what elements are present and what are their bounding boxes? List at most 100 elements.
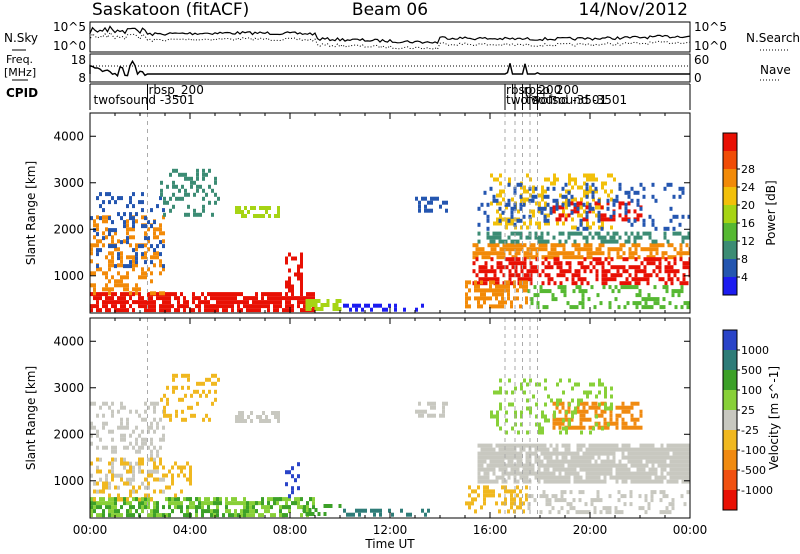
panel1-echo-cell [624,455,628,460]
panel0-echo-cell [120,279,123,284]
panel1-echo-cell [150,457,153,462]
panel1-echo-cell [513,467,517,472]
panel0-echo-cell [526,225,529,230]
panel0-echo-cell [568,255,572,260]
panel1-echo-cell [544,378,547,383]
panel0-echo-cell [279,300,282,305]
panel0-echo-cell [569,305,573,310]
panel0-echo-cell [593,305,597,310]
panel1-echo-cell [501,467,505,472]
panel1-echo-cell [552,471,556,476]
panel0-echo-cell [147,267,150,272]
panel1-echo-cell [561,463,565,468]
panel0-echo-cell [565,269,569,274]
panel0-echo-cell [147,220,150,225]
panel0-echo-cell [597,198,601,203]
panel1-echo-cell [597,413,601,418]
panel1-echo-cell [606,455,610,460]
panel0-echo-cell [513,190,517,195]
date-title: 14/Nov/2012 [578,0,688,20]
panel1-echo-cell [165,497,168,502]
panel0-echo-cell [294,256,297,261]
panel0-echo-cell [205,192,208,197]
panel0-echo-cell [474,296,477,301]
panel1-echo-cell [468,493,471,498]
panel0-echo-cell [639,182,643,187]
panel1-echo-cell [615,447,619,452]
panel1-echo-cell [654,459,658,464]
panel0-echo-cell [546,194,550,199]
panel1-echo-cell [303,505,306,510]
panel1-echo-cell [638,506,642,511]
panel0-echo-cell [514,243,518,248]
panel0-echo-cell [508,257,512,262]
panel0-echo-cell [598,205,601,210]
panel1-echo-cell [138,445,141,450]
panel0-echo-cell [530,297,534,302]
colorbar1-tick-1: 500 [741,364,762,377]
panel0-echo-cell [601,185,604,190]
panel1-echo-cell [153,405,156,410]
panel1-echo-cell [554,498,558,503]
panel0-echo-cell [677,289,681,294]
panel1-echo-cell [114,457,117,462]
panel1-echo-cell [120,473,123,478]
panel1-echo-cell [577,382,580,387]
panel0-echo-cell [643,273,647,278]
panel0-echo-cell [658,257,662,262]
panel0-echo-cell [567,235,571,240]
panel0-echo-cell [559,269,563,274]
panel1-echo-cell [300,505,303,510]
panel0-echo-cell [607,247,611,252]
panel0-echo-cell [552,186,556,191]
panel0-echo-cell [346,303,349,308]
panel1-echo-cell [573,425,577,430]
panel0-echo-cell [532,209,535,214]
panel1-echo-cell [687,471,690,476]
panel0-echo-cell [577,185,580,190]
panel0-echo-cell [267,300,270,305]
panel0-echo-cell [276,308,279,313]
panel1-echo-cell [132,513,135,518]
panel1-echo-cell [150,421,153,426]
panel0-echo-cell [300,260,303,265]
panel1-echo-cell [171,465,174,470]
panel1-echo-cell [636,459,640,464]
panel1-echo-cell [586,394,589,399]
panel0-echo-cell [499,201,502,206]
panel1-echo-cell [504,443,508,448]
panel0-echo-cell [591,182,595,187]
panel1-echo-cell [627,451,631,456]
panel0-echo-cell [132,292,135,297]
panel0-echo-cell [635,301,639,306]
panel0-echo-cell [505,217,508,222]
panel0-echo-cell [99,296,102,301]
panel1-echo-cell [495,459,499,464]
panel1-echo-cell [627,471,631,476]
panel0-echo-cell [219,296,222,301]
panel0-echo-cell [607,193,610,198]
panel0-echo-cell [172,204,175,209]
panel0-echo-cell [442,200,445,205]
panel1-echo-cell [198,505,201,510]
panel0-echo-cell [477,284,480,289]
panel1-echo-cell [542,490,546,495]
panel1-echo-cell [102,501,105,506]
panel0-echo-cell [90,283,93,288]
panel1-echo-cell [537,463,541,468]
panel1-echo-cell [477,451,481,456]
panel1-echo-cell [548,502,552,507]
noise-right-tick-high: 10^5 [694,20,727,34]
panel1-echo-cell [537,467,541,472]
panel0-echo-cell [465,296,468,301]
panel1-echo-cell [406,512,409,517]
panel1-echo-cell [558,467,562,472]
panel1-echo-cell [126,477,129,482]
panel0-echo-cell [634,269,638,274]
panel0-echo-cell [634,257,638,262]
panel0-echo-cell [597,210,601,215]
panel1-echo-cell [96,469,99,474]
panel1-echo-cell [594,471,598,476]
panel1-echo-cell [576,463,580,468]
